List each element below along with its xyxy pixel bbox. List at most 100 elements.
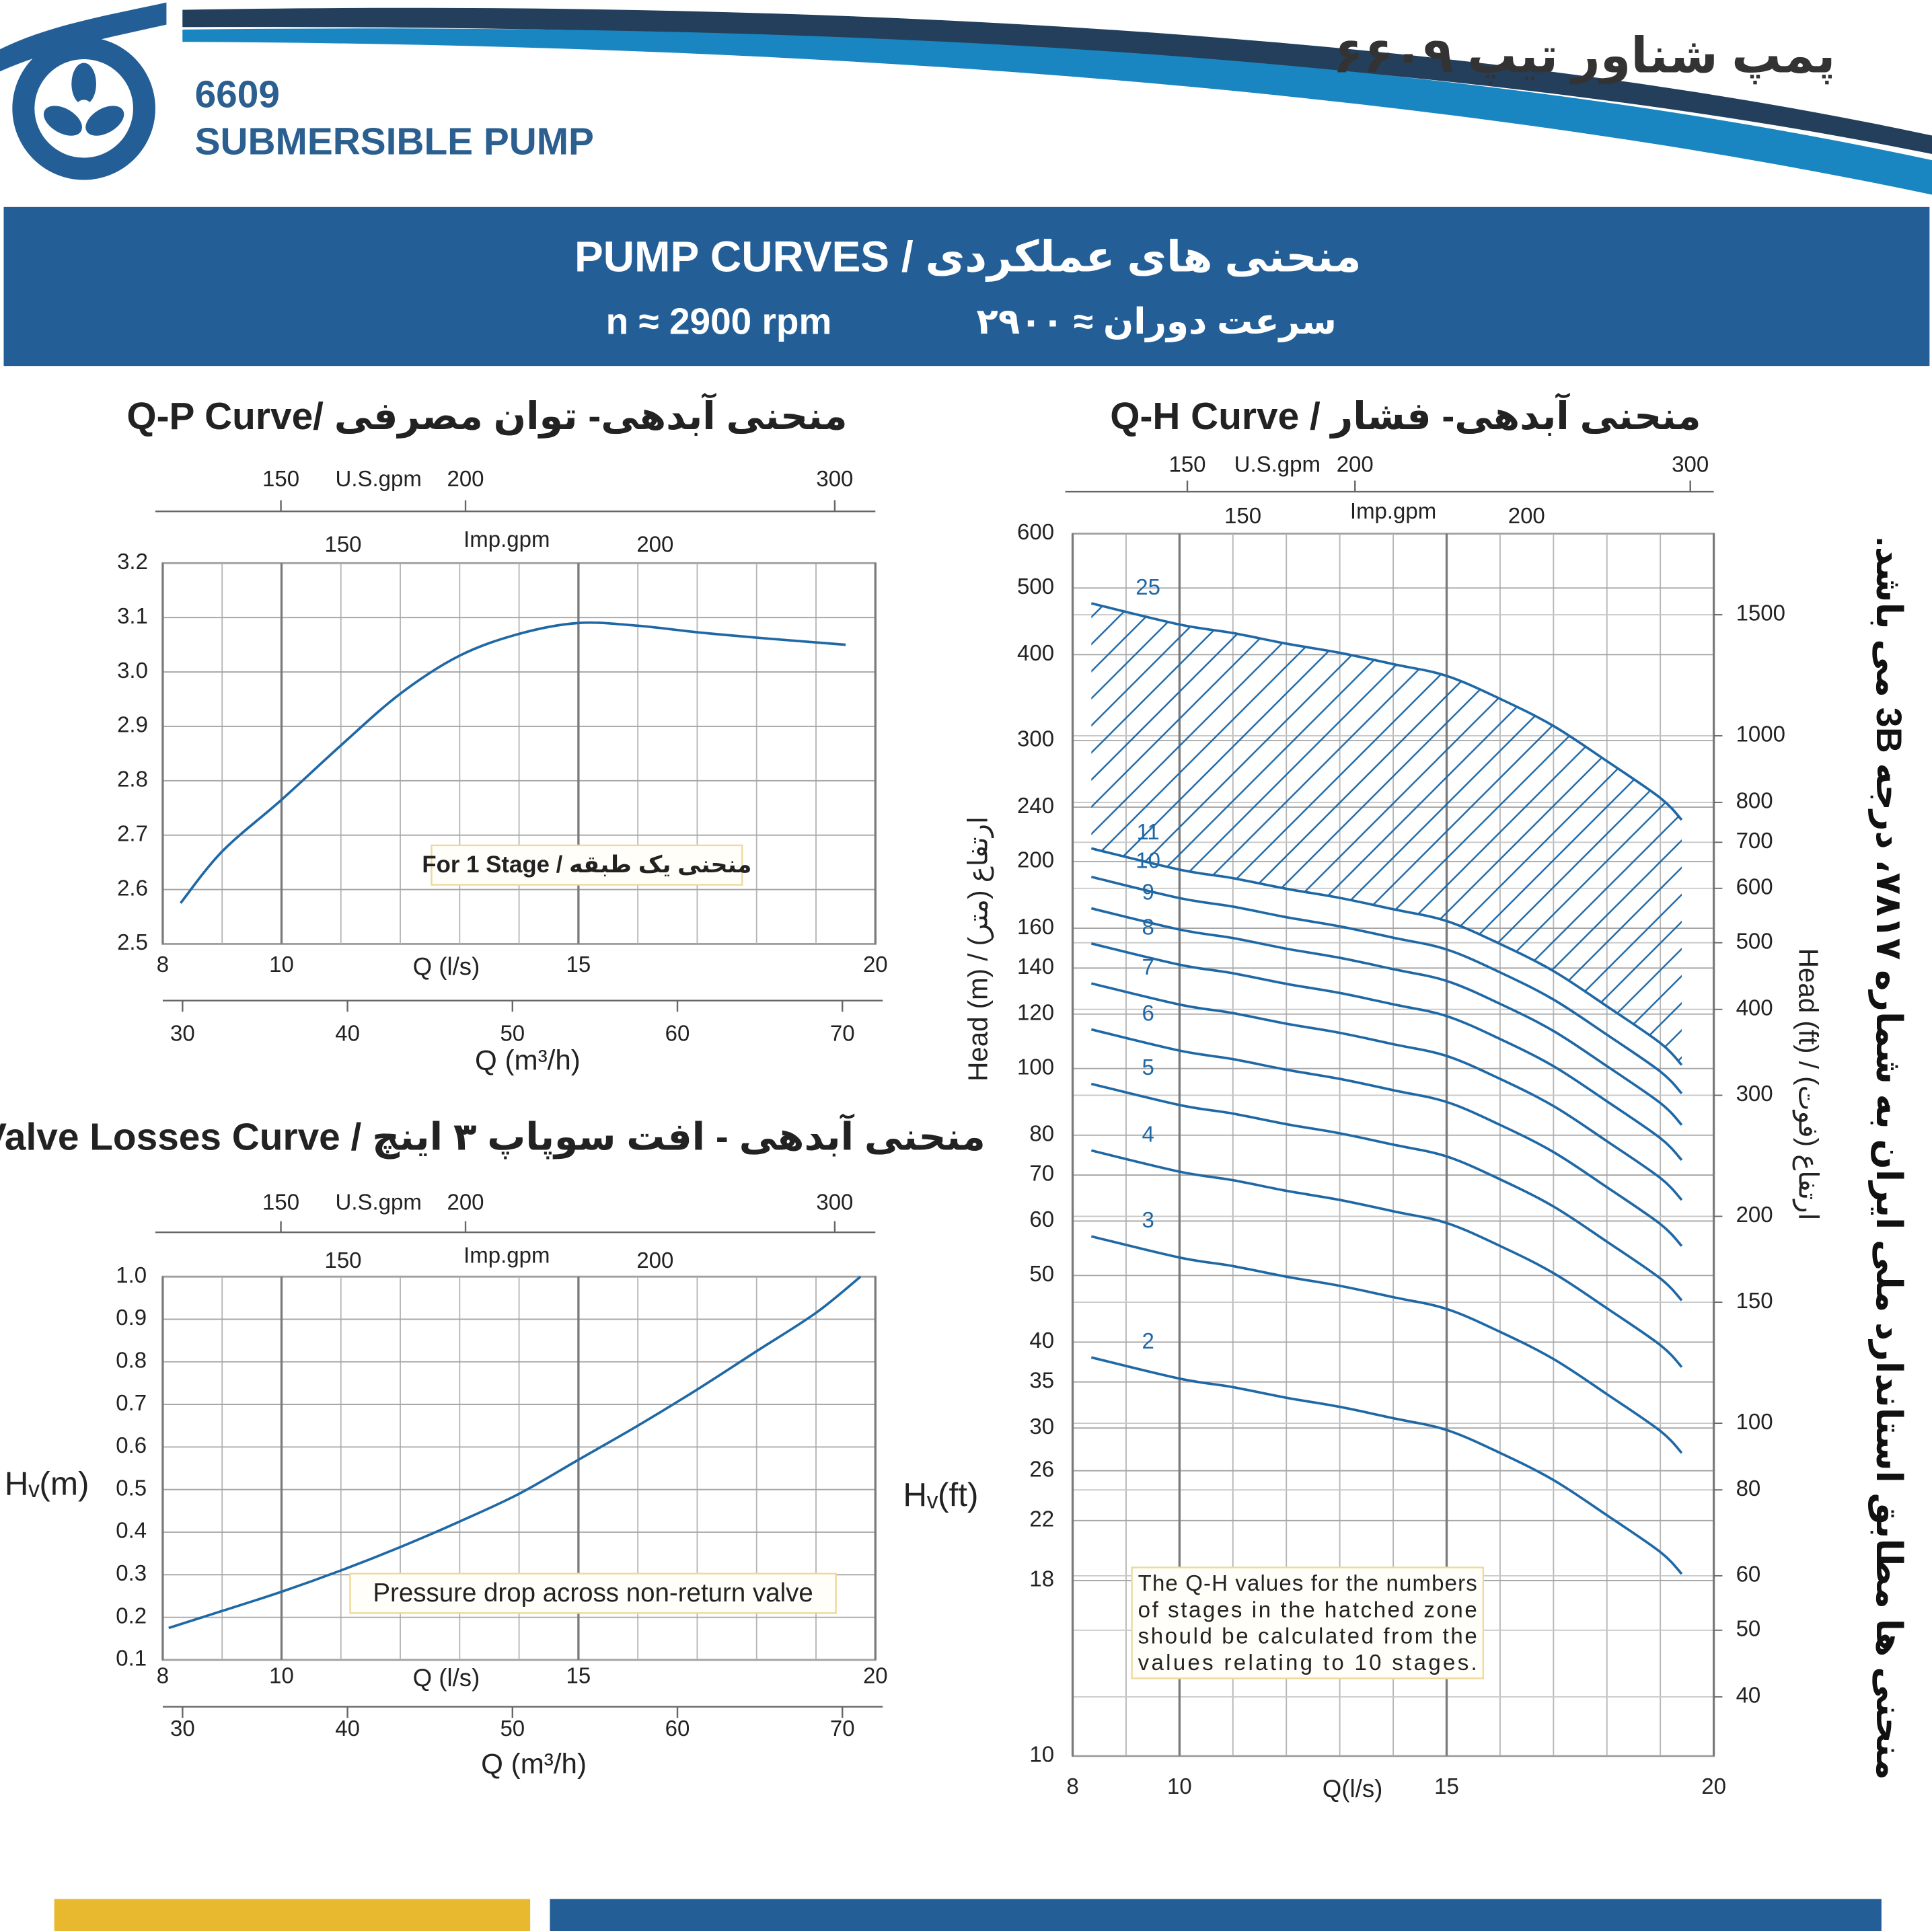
x-tick-label: 8 [157, 1663, 169, 1688]
y-axis-title: Head (m) / ارتفاع (متر) [963, 817, 994, 1082]
top-axis-label: 150 [1224, 503, 1261, 528]
y-tick-label: 1.0 [116, 1262, 147, 1287]
y2-tick-label: 600 [1736, 874, 1773, 899]
y-tick-label: 2.7 [117, 821, 148, 845]
x-tick-label: 20 [863, 1663, 888, 1688]
bottom-axis-label: 30 [170, 1021, 195, 1046]
y-tick-label: 60 [1029, 1207, 1054, 1232]
y2-tick-label: 1000 [1736, 722, 1785, 747]
top-axis-label: 200 [1508, 503, 1545, 528]
y-tick-label: 240 [1017, 793, 1054, 818]
annotation-box [349, 1573, 837, 1614]
bottom-axis-title: Q (m³/h) [481, 1748, 587, 1780]
annotation: Pressure drop across non-return valve [373, 1579, 813, 1607]
x-tick-label: 15 [566, 952, 591, 977]
y-tick-label: 0.9 [116, 1305, 147, 1330]
chart-title: Q-P Curve/ منحنی آبدهی- توان مصرفی [126, 393, 847, 439]
plot [1071, 532, 1715, 1757]
y-tick-label: 100 [1017, 1054, 1054, 1079]
stage-curve [1090, 1028, 1683, 1247]
stage-curve [1090, 982, 1683, 1201]
x-tick-label: 8 [157, 952, 169, 977]
y-tick-label: 300 [1017, 726, 1054, 751]
y-tick-label: 70 [1029, 1161, 1054, 1186]
x-tick-label: 10 [1167, 1774, 1192, 1799]
band-title: PUMP CURVES / منحنی های عملکردی [574, 233, 1362, 282]
stage-label: 6 [1142, 1000, 1154, 1025]
bottom-axis-label: 50 [500, 1716, 525, 1741]
y-tick-label: 18 [1029, 1566, 1054, 1591]
bottom-axis-label: 60 [665, 1716, 690, 1741]
y2-tick-label: 800 [1736, 788, 1773, 813]
y-tick-label: 2.6 [117, 875, 148, 900]
y-tick-label: 0.3 [116, 1560, 147, 1585]
top-axis-label: 300 [816, 466, 853, 491]
y2-tick-label: 60 [1736, 1562, 1761, 1587]
bottom-axis-label: 40 [335, 1716, 360, 1741]
y-tick-label: 0.8 [116, 1347, 147, 1372]
top-axis-label: 200 [447, 466, 484, 491]
y2-tick-label: 500 [1736, 928, 1773, 953]
annotation-line: should be calculated from the [1138, 1624, 1477, 1649]
y-tick-label: 0.2 [116, 1603, 147, 1628]
top-axis-label: 150 [325, 1248, 362, 1273]
y-tick-label: 10 [1029, 1742, 1054, 1767]
y-tick-label: 50 [1029, 1261, 1054, 1286]
footer-bar-yellow [54, 1899, 531, 1931]
y2-tick-label: 80 [1736, 1476, 1761, 1501]
stage-curve [1090, 1082, 1683, 1301]
speed-fa: سرعت دوران ≈ ۲۹۰۰ [976, 302, 1336, 342]
chart-title: Valve Losses Curve / منحنی آبدهی - افت س… [0, 1114, 986, 1160]
stage-label: 25 [1136, 574, 1160, 599]
y-tick-label: 0.1 [116, 1646, 147, 1671]
y2-tick-label: 150 [1736, 1288, 1773, 1313]
top-axis-title: U.S.gpm [336, 1190, 422, 1215]
top-axis-title: Imp.gpm [463, 1243, 550, 1268]
top-axis-title: Imp.gpm [1350, 498, 1436, 523]
stage-curve [1090, 602, 1683, 821]
y-tick-label: 30 [1029, 1414, 1054, 1439]
y2-axis-title: Head (ft) / ارتفاع (فوت) [1792, 948, 1823, 1221]
top-axis-label: 200 [636, 531, 673, 556]
annotation-line: values relating to 10 stages. [1138, 1650, 1477, 1675]
y-tick-label: 26 [1029, 1456, 1054, 1481]
stage-curve [1090, 942, 1683, 1162]
y-tick-label: 600 [1017, 519, 1054, 544]
y2-tick-label: 200 [1736, 1202, 1773, 1227]
stage-label: 5 [1142, 1055, 1154, 1080]
y-tick-label: 500 [1017, 574, 1054, 599]
annotation-box [1131, 1566, 1485, 1679]
annotation-line: of stages in the hatched zone [1138, 1597, 1477, 1622]
y-tick-label: 40 [1029, 1328, 1054, 1353]
chart-title: Q-H Curve / منحنی آبدهی- فشار [1110, 393, 1701, 439]
y-tick-label: 0.4 [116, 1518, 147, 1543]
y-tick-label: 160 [1017, 914, 1054, 939]
y-axis-title: Hᵥ(m) [5, 1466, 89, 1503]
bottom-axis-label: 70 [830, 1021, 855, 1046]
stage-label: 10 [1136, 848, 1160, 873]
stage-label: 4 [1142, 1121, 1154, 1146]
top-axis-title: U.S.gpm [1234, 451, 1321, 476]
x-tick-label: 15 [1434, 1774, 1459, 1799]
y-tick-label: 0.7 [116, 1390, 147, 1415]
top-axis-label: 150 [325, 531, 362, 556]
stage-curve [1090, 847, 1683, 1066]
stage-label: 3 [1142, 1207, 1154, 1232]
logo [0, 2, 167, 180]
top-axis-label: 150 [262, 1190, 299, 1215]
title-fa: پمپ شناور تیپ ۶۶۰۹ [1333, 28, 1836, 84]
bottom-axis-label: 50 [500, 1021, 525, 1046]
swoosh-dark [182, 7, 1932, 155]
top-axis-label: 200 [636, 1248, 673, 1273]
x-tick-label: 8 [1066, 1774, 1078, 1799]
y2-tick-label: 400 [1736, 995, 1773, 1020]
stage-label: 2 [1142, 1328, 1154, 1353]
x-tick-label: 20 [863, 952, 888, 977]
footer-bar-blue [550, 1899, 1882, 1931]
stage-curve [1090, 875, 1683, 1094]
stage-curve [1090, 1356, 1683, 1575]
top-axis-label: 150 [1168, 451, 1205, 476]
top-axis-label: 200 [1337, 451, 1374, 476]
bottom-axis-label: 40 [335, 1021, 360, 1046]
